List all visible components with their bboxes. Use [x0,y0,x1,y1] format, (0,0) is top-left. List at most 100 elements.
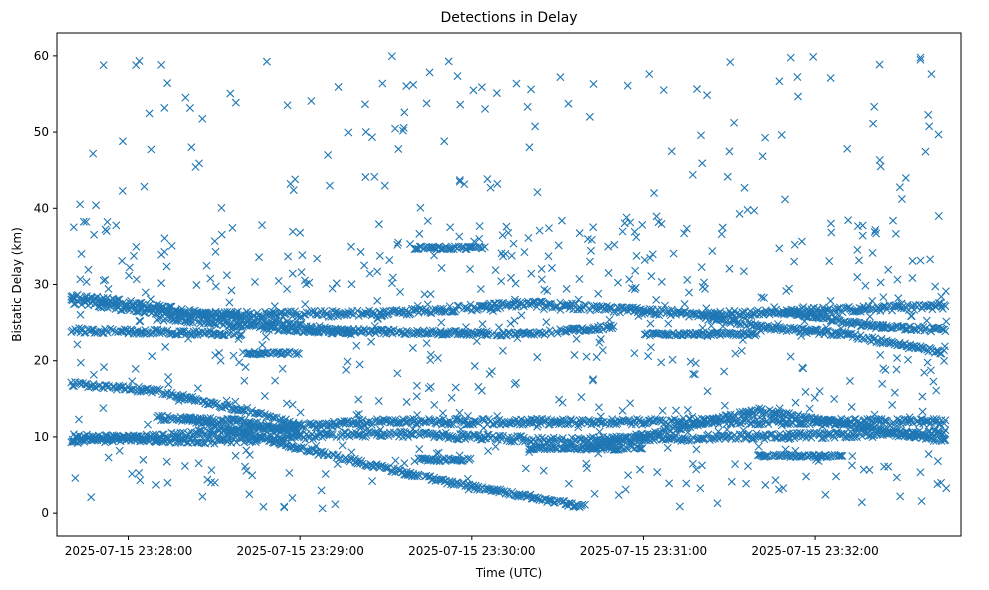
data-point [626,418,635,427]
data-point [580,500,589,509]
data-point [530,330,539,339]
data-point [378,461,387,470]
data-point [545,300,554,309]
data-point [277,435,286,444]
data-point [941,302,950,311]
data-point [410,457,419,466]
data-point [184,315,193,324]
data-point [625,303,634,312]
data-point [185,393,194,402]
data-point [244,310,253,319]
data-point [303,432,312,441]
data-point [141,435,150,444]
data-point [270,413,279,422]
data-point [370,309,379,318]
data-point [371,428,380,437]
data-point [534,493,543,502]
data-point [259,423,268,432]
data-point [806,428,814,437]
y-tick-label: 30 [34,278,49,292]
data-point [462,420,471,429]
data-point [483,430,492,439]
data-point [726,433,735,442]
data-point [76,295,85,304]
data-point [298,423,307,432]
data-point [365,427,374,436]
data-point [236,422,245,431]
data-point [756,419,765,428]
data-point [266,412,275,421]
data-point [609,307,618,316]
data-point [863,415,872,424]
data-point [466,454,475,463]
data-point [188,392,197,401]
data-point [526,328,535,337]
data-point [297,421,306,430]
data-point [378,432,387,441]
data-point [284,307,293,316]
data-point [88,325,97,334]
data-point [449,420,458,429]
x-tick-label: 2025-07-15 23:32:00 [751,544,878,558]
data-point [150,437,159,446]
x-tick-label: 2025-07-15 23:28:00 [65,544,192,558]
data-point [644,307,653,316]
data-point [207,417,216,426]
data-point [595,302,604,311]
data-point [419,418,428,427]
data-point [339,419,348,428]
data-point [707,434,716,443]
data-point [160,416,169,425]
data-point [766,430,775,439]
data-point [547,329,556,338]
data-point [467,328,476,337]
data-point [384,309,393,318]
chart-title: Detections in Delay [440,10,577,26]
data-point [101,431,110,440]
data-point [353,431,362,439]
data-point [167,388,176,397]
y-tick-label: 60 [34,49,49,63]
data-point [133,307,142,316]
data-point [534,433,543,442]
data-point [495,298,504,307]
data-point [293,312,302,321]
data-point [179,428,188,437]
data-point [401,418,410,427]
y-axis-label: Bistatic Delay (km) [10,227,24,342]
data-point [307,420,316,429]
x-tick-label: 2025-07-15 23:31:00 [580,544,707,558]
data-point [570,324,579,333]
data-point [867,304,876,313]
y-tick-label: 10 [34,430,49,444]
data-point [699,434,708,443]
data-point [755,431,764,440]
data-point [237,330,246,339]
data-point [586,434,595,443]
data-point [137,328,146,337]
data-point [512,434,521,443]
data-point [795,429,804,438]
data-point [544,420,553,429]
y-tick-label: 40 [34,201,49,215]
data-point [318,325,327,334]
data-point [68,381,77,390]
data-point [514,492,523,501]
data-point [228,425,237,434]
data-point [731,435,740,444]
data-point [103,303,112,312]
data-point [882,416,891,425]
data-point [463,304,472,313]
data-point [344,417,353,426]
data-point [518,490,527,499]
data-point [809,428,818,437]
data-point [522,435,531,444]
data-point [558,434,567,443]
data-point [471,431,480,440]
data-point [154,314,163,323]
data-point [495,431,504,440]
plot-area [56,32,962,537]
data-point [381,464,390,473]
x-tick-label: 2025-07-15 23:30:00 [408,544,535,558]
